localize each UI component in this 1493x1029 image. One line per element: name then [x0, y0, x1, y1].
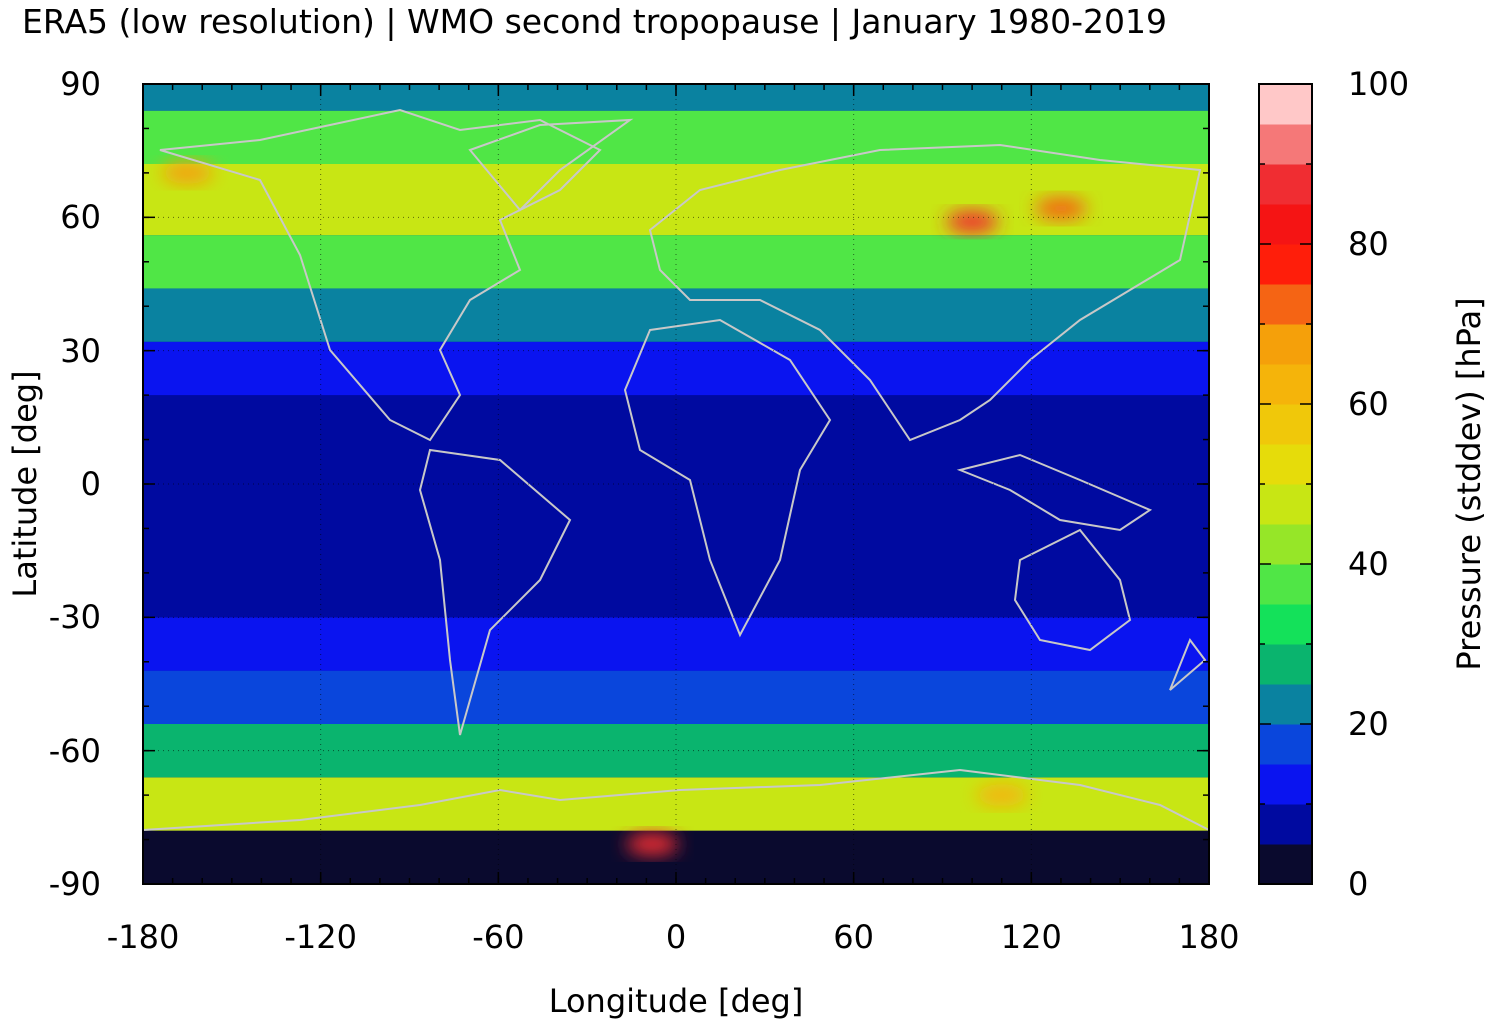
y-axis-label: Latitude [deg] — [6, 370, 44, 598]
latitude-band-6 — [143, 341, 1209, 396]
x-tick-label-5: 120 — [1000, 918, 1062, 956]
hotspot-layer — [161, 161, 1087, 855]
colorbar-segment-13 — [1259, 324, 1312, 365]
hotspot-1 — [1034, 197, 1087, 220]
colorbar-segment-11 — [1259, 404, 1312, 445]
y-tick-label-1: 60 — [60, 198, 101, 237]
x-tick-label-1: -120 — [284, 918, 357, 956]
x-tick-label-2: -60 — [472, 918, 525, 956]
colorbar-tick-label-0: 100 — [1348, 65, 1410, 103]
x-tick-label-4: 60 — [833, 918, 875, 956]
colorbar — [1259, 84, 1312, 885]
colorbar-segment-17 — [1259, 164, 1312, 205]
y-tick-label-6: -90 — [48, 865, 101, 903]
latitude-bands — [143, 84, 1209, 884]
coastline-south-america — [418, 448, 572, 736]
colorbar-segment-18 — [1259, 124, 1312, 165]
coastline-africa — [623, 318, 832, 638]
y-tick-label-2: 30 — [60, 331, 101, 370]
x-axis-label: Longitude [deg] — [548, 982, 804, 1020]
x-tick-label-3: 0 — [665, 918, 687, 956]
colorbar-tick-marks — [1259, 83, 1312, 885]
colorbar-segment-4 — [1259, 684, 1312, 725]
gridlines — [143, 84, 1209, 884]
colorbar-segment-5 — [1259, 644, 1312, 685]
coastline-north-america — [159, 108, 602, 442]
hotspot-4 — [626, 833, 679, 855]
colorbar-segment-12 — [1259, 364, 1312, 405]
latitude-band-3 — [143, 670, 1209, 724]
latitude-band-2 — [143, 724, 1209, 778]
colorbar-segment-8 — [1259, 524, 1312, 565]
hotspot-3 — [975, 784, 1028, 807]
colorbar-segment-6 — [1259, 604, 1312, 645]
colorbar-segment-7 — [1259, 564, 1312, 605]
y-tick-label-0: 90 — [60, 65, 101, 103]
colorbar-segment-19 — [1259, 84, 1312, 125]
latitude-band-5 — [143, 395, 1209, 618]
colorbar-segment-3 — [1259, 724, 1312, 765]
coastline-greenland — [468, 118, 634, 212]
colorbar-tick-label-4: 20 — [1348, 705, 1389, 743]
colorbar-segment-16 — [1259, 204, 1312, 245]
coastline-maritime-asia — [956, 453, 1153, 532]
colorbar-segment-14 — [1259, 284, 1312, 325]
colorbar-label: Pressure (stddev) [hPa] — [1450, 297, 1488, 671]
coastline-antarctica — [143, 768, 1209, 831]
y-tick-label-5: -60 — [48, 731, 101, 770]
coastline-eurasia — [648, 143, 1202, 442]
hotspot-0 — [946, 210, 999, 233]
latitude-band-10 — [143, 110, 1209, 164]
colorbar-tick-label-5: 0 — [1348, 865, 1369, 903]
x-tick-label-0: -180 — [106, 918, 180, 956]
coastlines — [143, 108, 1209, 831]
y-tick-label-3: 0 — [80, 465, 101, 503]
colorbar-segment-15 — [1259, 244, 1312, 285]
colorbar-segment-10 — [1259, 444, 1312, 485]
colorbar-segment-9 — [1259, 484, 1312, 525]
chart-title: ERA5 (low resolution) | WMO second tropo… — [22, 2, 1168, 41]
colorbar-tick-label-3: 40 — [1348, 545, 1389, 583]
coastline-new-zealand — [1169, 637, 1207, 691]
y-tick-label-4: -30 — [48, 598, 101, 637]
colorbar-tick-label-2: 60 — [1348, 385, 1389, 423]
colorbar-tick-label-1: 80 — [1348, 225, 1389, 263]
colorbar-segment-2 — [1259, 764, 1312, 805]
colorbar-segment-0 — [1259, 844, 1312, 885]
coastline-australia — [1013, 528, 1132, 652]
colorbar-segment-1 — [1259, 804, 1312, 845]
hotspot-2 — [161, 161, 214, 184]
x-tick-label-6: 180 — [1178, 918, 1240, 956]
plot-frame — [142, 83, 1210, 885]
latitude-band-7 — [143, 288, 1209, 342]
